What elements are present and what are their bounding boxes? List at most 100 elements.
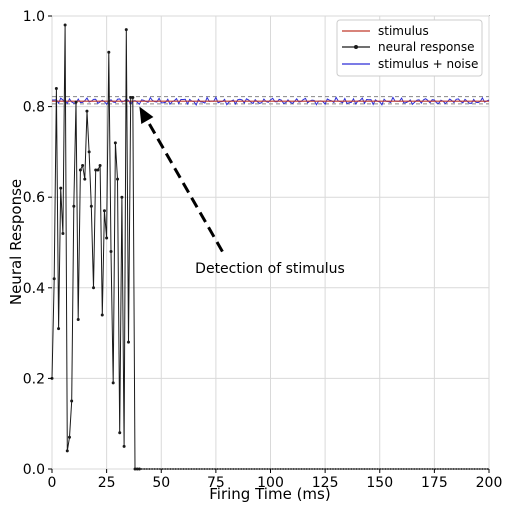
neural-response-point (76, 318, 80, 322)
neural-response-point (455, 468, 458, 470)
neural-response-point (376, 468, 379, 470)
neural-response-point (72, 204, 76, 208)
neural-response-point (81, 163, 85, 167)
neural-response-point (124, 28, 128, 32)
neural-response-point (261, 468, 264, 470)
neural-response-point (463, 468, 465, 470)
neural-response-point (100, 313, 104, 317)
neural-response-point (313, 468, 316, 470)
neural-response-point (363, 468, 366, 470)
x-tick-label: 175 (421, 475, 448, 491)
neural-response-point (198, 468, 201, 470)
y-tick-label: 0.6 (23, 190, 45, 206)
neural-response-point (185, 468, 188, 470)
neural-response-point (484, 468, 486, 470)
neural-response-point (224, 468, 227, 470)
neural-response-point (143, 468, 146, 470)
neural-response-point (229, 468, 232, 470)
neural-response-point (107, 50, 111, 54)
neural-response-point (339, 468, 342, 470)
neural-response-point (92, 286, 96, 290)
neural-response-point (444, 468, 447, 470)
series-layer (50, 23, 490, 471)
neural-response-point (250, 468, 253, 470)
legend-label: stimulus (378, 24, 429, 38)
neural-response-point (284, 468, 287, 470)
neural-response-point (242, 468, 245, 470)
neural-response-point (126, 340, 130, 344)
neural-response-point (305, 468, 308, 470)
neural-response-point (381, 468, 384, 470)
y-tick-label: 0.2 (23, 371, 45, 387)
neural-response-point (303, 468, 306, 470)
y-tick-label: 1.0 (23, 9, 45, 25)
x-tick-label: 25 (98, 475, 116, 491)
neural-response-point (83, 177, 87, 181)
neural-response-point (122, 444, 126, 448)
neural-response-point (282, 468, 285, 470)
neural-response-point (116, 177, 120, 181)
neural-response-point (395, 468, 397, 470)
x-tick-label: 50 (152, 475, 170, 491)
neural-response-point (460, 468, 463, 470)
neural-response-point (182, 468, 185, 470)
neural-response-point (318, 468, 321, 470)
neural-response-point (52, 277, 56, 281)
neural-response-point (219, 468, 222, 470)
neural-response-point (402, 468, 405, 470)
neural-response-point (57, 327, 61, 331)
neural-response-point (478, 468, 481, 470)
neural-response-point (421, 468, 424, 470)
neural-response-point (65, 449, 69, 453)
neural-response-point (131, 96, 135, 100)
neural-response-point (481, 468, 484, 470)
neural-response-point (311, 468, 313, 470)
neural-response-point (389, 468, 392, 470)
neural-response-point (190, 468, 193, 470)
legend-box (336, 19, 483, 77)
neural-response-point (387, 468, 389, 470)
neural-response-point (129, 96, 133, 100)
neural-response-point (423, 468, 426, 470)
neural-response-point (431, 468, 434, 470)
neural-response-point (85, 109, 89, 113)
neural-response-point (408, 468, 410, 470)
threshold-band (52, 96, 489, 105)
neural-response-point (74, 100, 78, 104)
y-axis-label: Neural Response (7, 179, 25, 305)
neural-response-point (347, 468, 350, 470)
neural-response-point (452, 468, 455, 470)
neural-response-point (237, 468, 240, 470)
annotation-text: Detection of stimulus (195, 261, 345, 277)
neural-response-point (274, 468, 277, 470)
neural-response-point (140, 468, 143, 470)
neural-response-point (172, 468, 174, 470)
neural-response-point (360, 468, 363, 470)
neural-response-point (350, 468, 353, 470)
neural-response-point (418, 468, 421, 470)
axis-ticks: 0 25 50 75 100 125 150 175 200 0.0 0.2 0.4 0.6 0.8 1.0 (23, 9, 503, 491)
neural-response-point (316, 468, 319, 470)
x-tick-label: 75 (207, 475, 225, 491)
x-axis-label: Firing Time (ms) (209, 485, 330, 503)
neural-response-point (355, 468, 358, 470)
neural-response-point (133, 467, 137, 471)
neural-response-point (258, 468, 261, 470)
neural-response-point (374, 468, 376, 470)
neural-response-point (442, 468, 445, 470)
y-tick-label: 0.0 (23, 462, 45, 478)
neural-response-point (476, 468, 479, 470)
neural-response-point (193, 468, 195, 470)
neural-response-point (366, 468, 368, 470)
neural-response-point (161, 468, 164, 470)
neural-response-point (436, 468, 439, 470)
neural-response-point (266, 468, 269, 470)
neural-response-point (169, 468, 172, 470)
neural-response-point (450, 468, 452, 470)
neural-response-point (298, 468, 300, 470)
neural-response-point (208, 468, 211, 470)
x-tick-label: 150 (366, 475, 393, 491)
neural-response-point (113, 141, 117, 145)
neural-response-point (400, 468, 403, 470)
